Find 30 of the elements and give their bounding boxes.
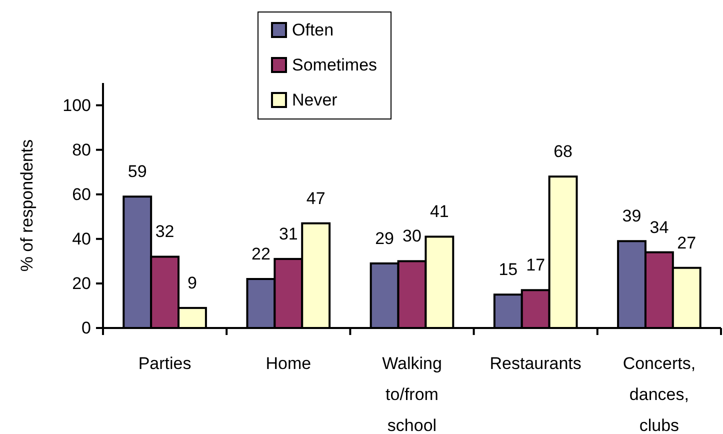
y-axis-title: % of respondents: [18, 139, 36, 272]
data-label: 41: [430, 202, 449, 222]
data-label: 30: [402, 226, 422, 246]
legend-label: Often: [292, 20, 334, 40]
data-label: 68: [554, 142, 572, 162]
data-label: 9: [188, 273, 197, 292]
legend-label: Sometimes: [292, 56, 378, 74]
data-label: 34: [650, 218, 669, 237]
y-tick-label: 80: [72, 140, 91, 160]
data-label: 27: [677, 233, 696, 252]
data-label: 31: [278, 224, 298, 244]
y-tick-label: 40: [72, 229, 91, 248]
data-label: 59: [128, 162, 147, 182]
legend-label: Never: [292, 90, 338, 110]
y-tick-label: 60: [72, 184, 91, 204]
x-tick-label: Walking to/from school: [382, 354, 442, 434]
data-label: 17: [526, 256, 546, 275]
data-label: 47: [306, 188, 326, 208]
x-tick-label: Parties: [138, 354, 192, 373]
x-tick-label: Restaurants: [490, 354, 582, 373]
y-tick-label: 100: [62, 96, 91, 115]
x-tick-label: Home: [266, 354, 312, 373]
data-label: 22: [252, 244, 270, 264]
y-tick-label: 0: [82, 318, 91, 338]
data-label: 39: [622, 206, 642, 226]
data-label: 32: [155, 222, 174, 242]
data-label: 29: [375, 228, 394, 248]
y-tick-label: 20: [72, 274, 91, 293]
data-label: 15: [498, 260, 518, 280]
x-tick-label: Concerts, dances, clubs: [622, 354, 696, 434]
